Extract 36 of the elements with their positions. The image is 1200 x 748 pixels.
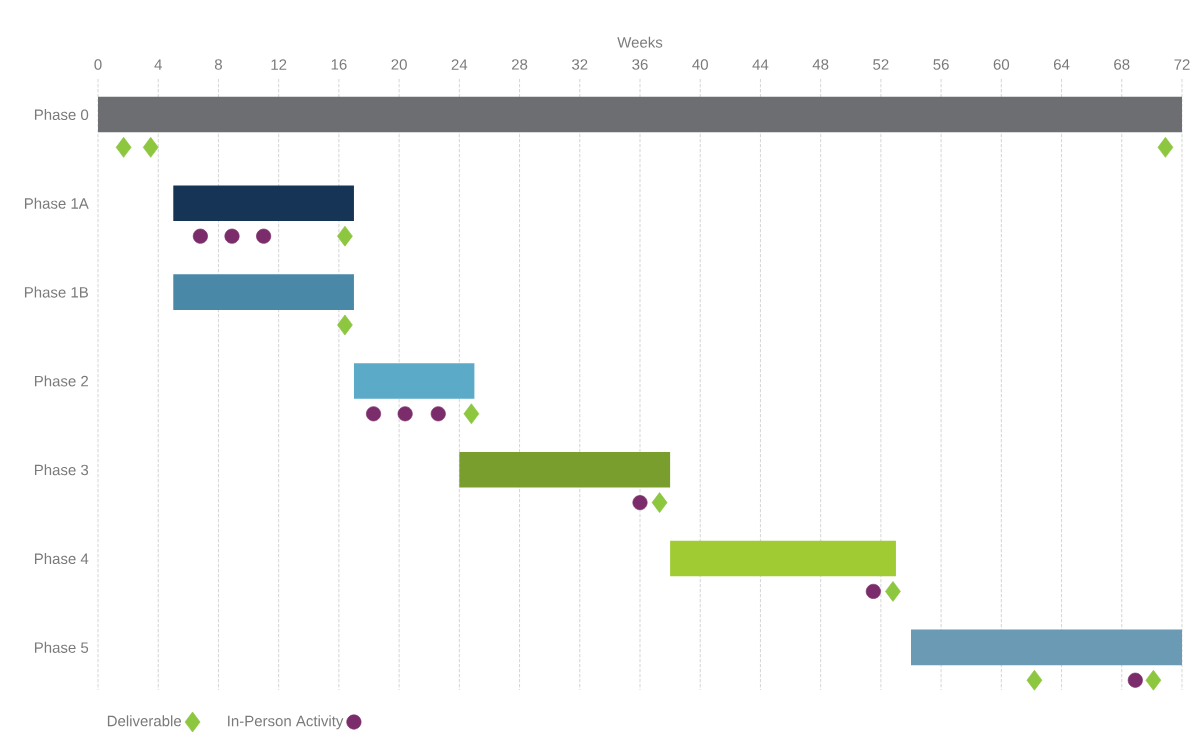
- x-tick-label: 72: [1174, 59, 1190, 70]
- y-tick-label: Phase 5: [34, 641, 89, 653]
- bar: [670, 540, 896, 577]
- bar: [459, 451, 671, 488]
- y-tick-label: Phase 0: [34, 109, 89, 121]
- x-tick-label: 16: [331, 59, 347, 70]
- legend-label: In-Person Activity: [228, 715, 344, 730]
- x-tick-label: 12: [271, 59, 287, 70]
- x-tick-label: 44: [752, 59, 769, 70]
- x-tick-label: 60: [993, 59, 1010, 70]
- y-tick-label: Phase 2: [34, 375, 89, 387]
- bar: [173, 185, 354, 222]
- bar: [173, 274, 354, 310]
- x-tick-label: 4: [154, 59, 162, 70]
- x-tick-label: 24: [451, 59, 468, 70]
- y-tick-label: Phase 1B: [24, 286, 88, 298]
- y-tick-label: Phase 1A: [24, 197, 89, 209]
- x-tick-label: 28: [511, 59, 528, 70]
- x-tick-label: 48: [812, 59, 829, 70]
- x-tick-label: 68: [1114, 59, 1130, 70]
- x-tick-label: 52: [873, 59, 889, 70]
- bar: [911, 629, 1182, 666]
- x-axis-title: Weeks: [617, 36, 663, 48]
- x-tick-label: 0: [94, 59, 102, 70]
- x-tick-label: 56: [933, 59, 949, 70]
- y-tick-label: Phase 3: [34, 464, 89, 476]
- x-tick-label: 32: [572, 59, 588, 70]
- y-tick-label: Phase 4: [34, 553, 89, 565]
- bar: [98, 96, 1182, 133]
- x-tick-label: 8: [214, 59, 222, 70]
- x-tick-label: 40: [692, 59, 708, 70]
- x-tick-label: 64: [1053, 59, 1070, 70]
- x-tick-label: 36: [632, 59, 648, 70]
- bar: [353, 363, 475, 399]
- legend-label: Deliverable: [107, 715, 182, 727]
- x-tick-label: 20: [391, 59, 407, 70]
